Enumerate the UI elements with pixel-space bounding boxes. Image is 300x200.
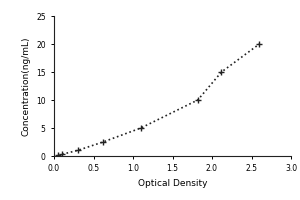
X-axis label: Optical Density: Optical Density [138, 179, 207, 188]
Y-axis label: Concentration(ng/mL): Concentration(ng/mL) [22, 36, 31, 136]
